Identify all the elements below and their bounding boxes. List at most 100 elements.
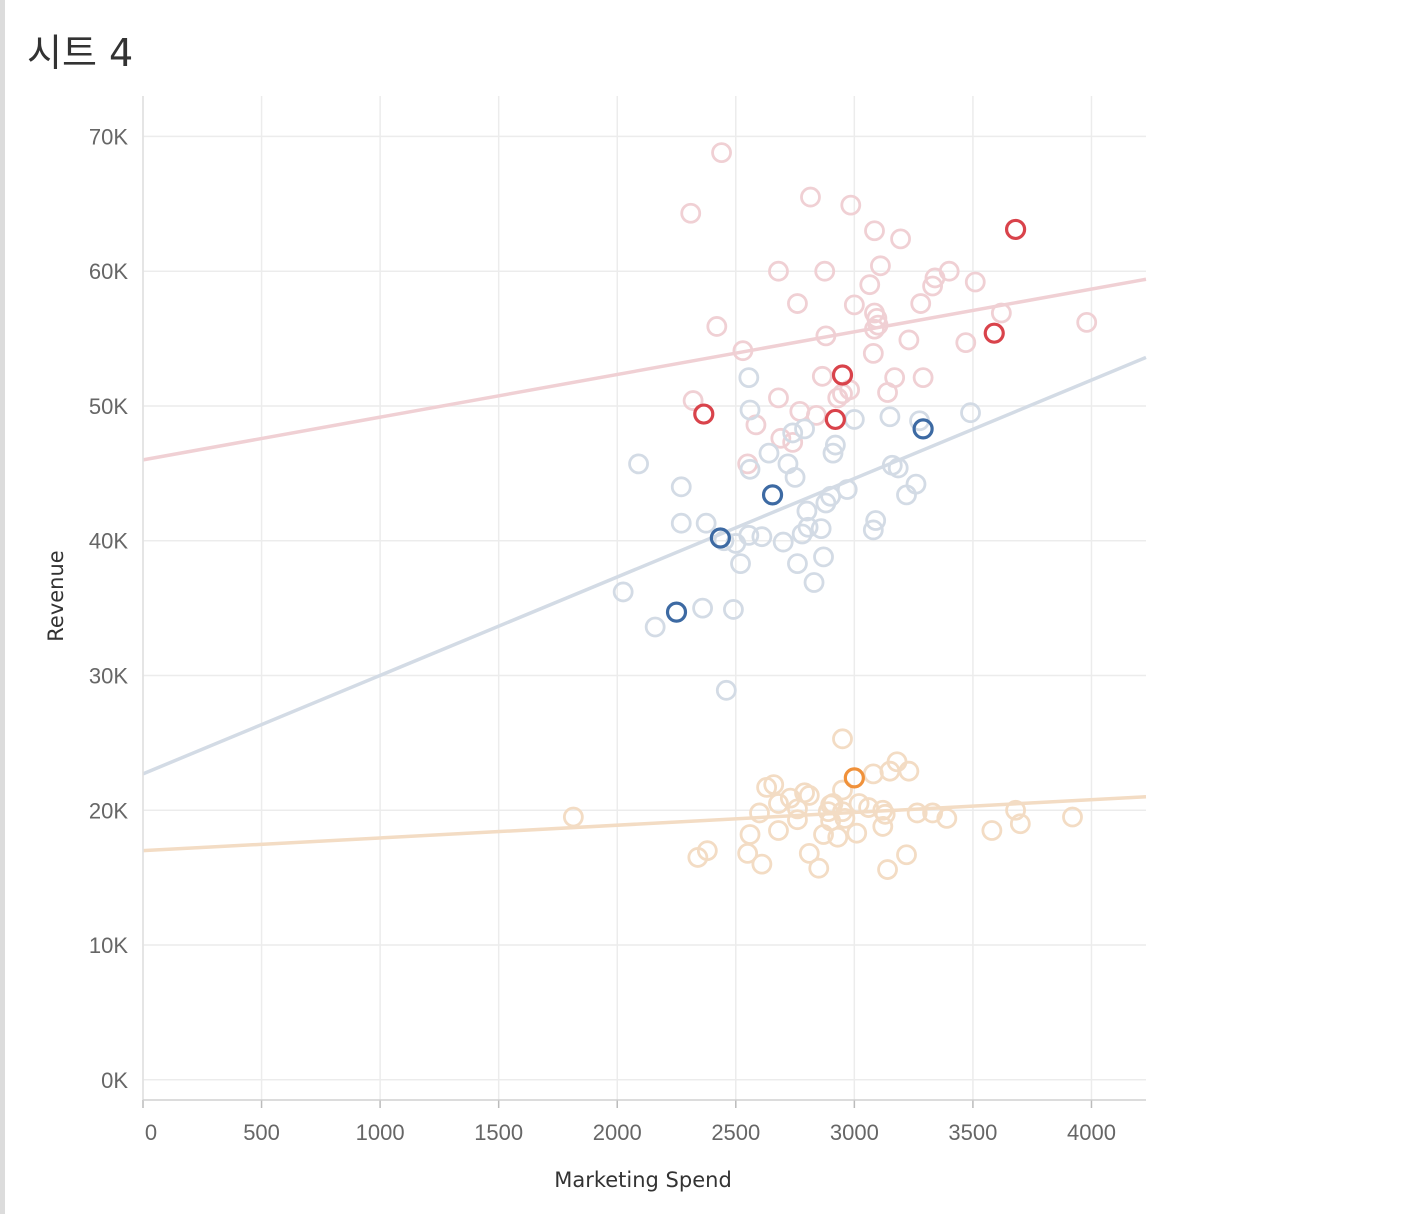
data-point xyxy=(772,531,794,553)
data-point xyxy=(687,847,709,868)
highlighted-data-point xyxy=(912,418,934,440)
data-point xyxy=(877,859,898,880)
data-point xyxy=(797,516,819,538)
data-point xyxy=(843,294,865,316)
grid-lines xyxy=(142,96,1146,1100)
data-point xyxy=(692,597,713,619)
data-point xyxy=(787,293,808,314)
data-point xyxy=(864,220,885,242)
data-point xyxy=(751,853,773,875)
data-point xyxy=(782,431,804,453)
highlighted-data-point xyxy=(709,527,731,549)
data-point xyxy=(768,820,789,841)
data-point xyxy=(644,616,666,638)
data-point xyxy=(1005,799,1026,821)
data-point xyxy=(768,260,789,282)
data-point xyxy=(784,466,806,488)
data-point xyxy=(803,572,825,593)
data-point xyxy=(810,518,832,539)
x-tick-label: 0 xyxy=(145,1120,157,1145)
data-point xyxy=(862,343,884,364)
data-point xyxy=(749,802,770,824)
data-point xyxy=(682,390,704,411)
data-point xyxy=(787,553,808,575)
data-point xyxy=(981,820,1003,841)
y-tick-label: 20K xyxy=(89,798,128,823)
data-point xyxy=(811,365,833,387)
data-point xyxy=(737,842,759,864)
highlighted-data-point xyxy=(983,322,1005,344)
data-point xyxy=(813,546,834,568)
data-point xyxy=(922,802,943,824)
x-tick-label: 2000 xyxy=(593,1120,642,1145)
sheet-title: 시트 4 xyxy=(27,31,134,75)
data-point xyxy=(715,679,737,701)
data-point xyxy=(936,807,958,829)
data-point xyxy=(905,473,927,495)
highlighted-data-point xyxy=(843,767,865,789)
x-tick-label: 1000 xyxy=(356,1120,405,1145)
data-point xyxy=(955,332,977,354)
y-tick-label: 70K xyxy=(89,124,128,149)
trend-line xyxy=(142,277,1147,462)
data-point xyxy=(924,267,946,289)
data-point xyxy=(887,457,909,479)
data-point xyxy=(791,523,813,545)
highlighted-data-point xyxy=(761,484,784,506)
data-point xyxy=(815,492,837,514)
data-point xyxy=(910,293,932,314)
data-point xyxy=(906,802,928,824)
data-point xyxy=(794,418,815,440)
data-point xyxy=(964,271,986,293)
data-point xyxy=(1009,813,1031,835)
data-point xyxy=(779,787,801,809)
data-point xyxy=(824,434,846,456)
data-point xyxy=(1062,806,1083,828)
data-point xyxy=(814,260,836,282)
x-tick-label: 500 xyxy=(243,1120,280,1145)
data-point xyxy=(822,442,844,464)
data-point xyxy=(813,824,834,845)
data-point xyxy=(867,314,889,336)
data-point xyxy=(562,806,584,828)
data-point xyxy=(670,512,692,534)
data-point xyxy=(808,857,830,879)
data-point xyxy=(738,524,760,546)
x-tick-label: 4000 xyxy=(1067,1120,1116,1145)
trend-lines xyxy=(142,277,1147,853)
data-point xyxy=(763,774,785,796)
data-point xyxy=(898,329,920,351)
data-point xyxy=(739,399,761,421)
highlighted-data-point xyxy=(831,364,854,386)
data-point xyxy=(815,325,837,347)
data-point xyxy=(738,367,760,389)
data-point xyxy=(896,844,917,866)
data-point xyxy=(706,316,728,337)
data-point xyxy=(789,400,811,422)
data-point xyxy=(848,793,870,814)
data-point xyxy=(768,793,789,814)
x-axis-title: Marketing Spend xyxy=(554,1168,732,1192)
data-point xyxy=(898,760,920,782)
x-tick-label: 3000 xyxy=(830,1120,879,1145)
x-tick-label: 3500 xyxy=(948,1120,997,1145)
data-point xyxy=(820,794,842,816)
data-point xyxy=(806,404,827,426)
highlighted-data-point xyxy=(693,403,715,425)
data-point xyxy=(787,809,808,831)
data-points xyxy=(562,142,1098,880)
data-point xyxy=(834,807,856,829)
data-point xyxy=(827,387,849,409)
data-point xyxy=(732,340,754,362)
data-point xyxy=(859,274,881,296)
data-point xyxy=(990,302,1012,324)
y-tick-label: 50K xyxy=(89,394,128,419)
data-point xyxy=(827,826,849,848)
data-point xyxy=(896,484,917,506)
data-point xyxy=(798,842,820,864)
data-point xyxy=(711,142,732,164)
x-tick-label: 1500 xyxy=(474,1120,523,1145)
y-tick-label: 10K xyxy=(89,933,128,958)
data-point xyxy=(832,728,853,750)
